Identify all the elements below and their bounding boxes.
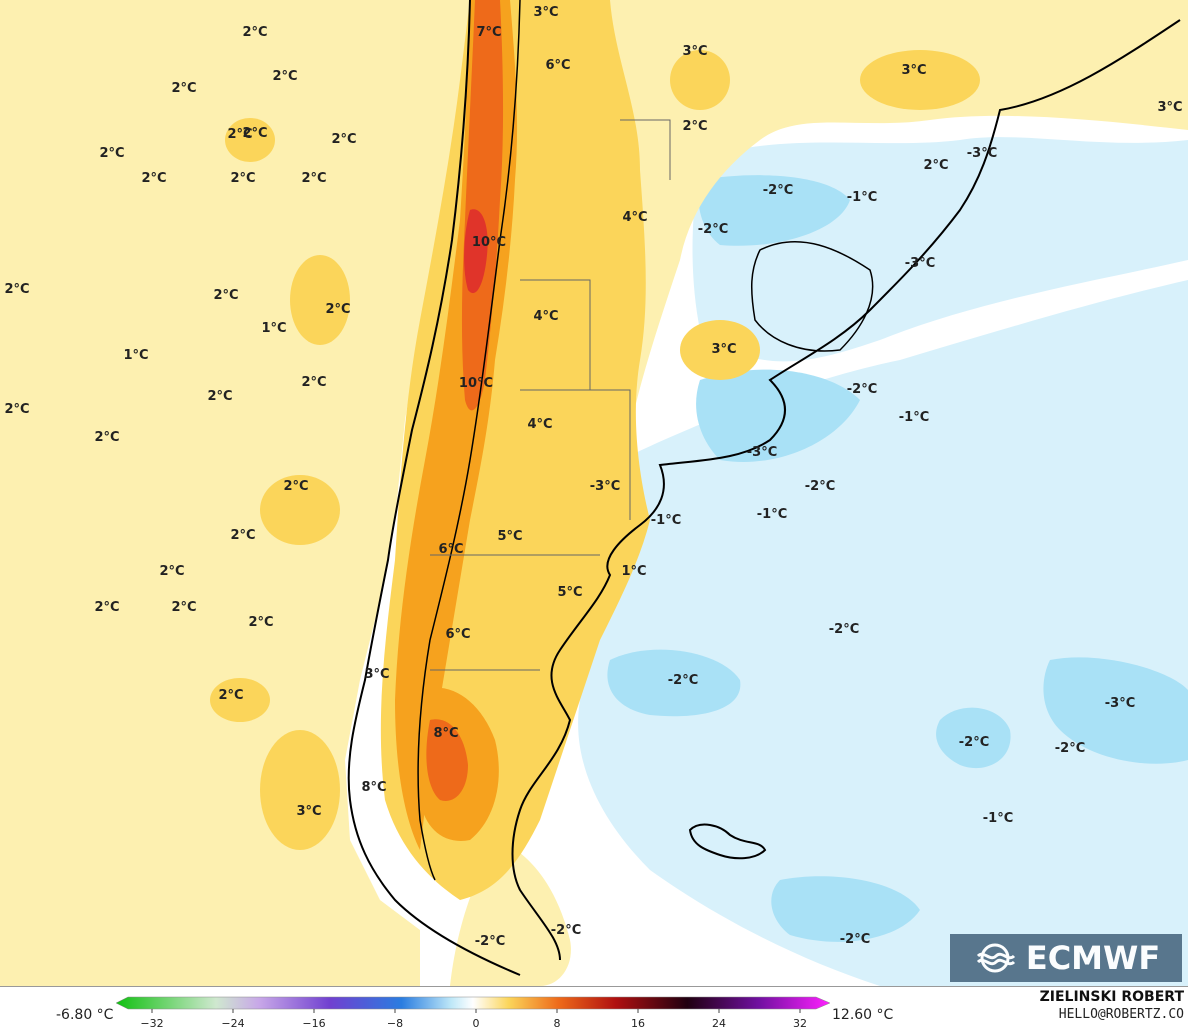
temperature-label: 2°C — [227, 127, 252, 142]
temperature-label: 2°C — [171, 600, 196, 615]
ecmwf-wave-icon — [972, 943, 1018, 973]
temperature-label: 2°C — [94, 430, 119, 445]
temperature-label: -1°C — [651, 513, 681, 528]
temperature-label: 2°C — [272, 69, 297, 84]
legend-tick-label: 0 — [473, 1017, 480, 1030]
temperature-label: -2°C — [551, 923, 581, 938]
legend-max-value: 12.60 °C — [832, 1007, 893, 1023]
temperature-label: -3°C — [905, 256, 935, 271]
temperature-label: 2°C — [213, 288, 238, 303]
temperature-label: 2°C — [4, 402, 29, 417]
temperature-label: -2°C — [1055, 741, 1085, 756]
ecmwf-logo-text: ECMWF — [1026, 939, 1160, 977]
temperature-label: -1°C — [899, 410, 929, 425]
temperature-label: 5°C — [557, 585, 582, 600]
ecmwf-logo: ECMWF — [950, 934, 1182, 982]
temperature-label: 2°C — [325, 302, 350, 317]
temperature-label: -2°C — [475, 934, 505, 949]
temperature-label: 8°C — [433, 726, 458, 741]
temperature-label: 2°C — [218, 688, 243, 703]
temperature-label: 2°C — [283, 479, 308, 494]
temperature-label: 2°C — [301, 375, 326, 390]
warm-blob-7 — [670, 50, 730, 110]
temperature-label: 1°C — [123, 348, 148, 363]
map-canvas: 2°C 2°C 2°C 2°C 2°C 2°C 2°C 2°C 2°C 2°C 2°C 1°C 2°C 2… — [0, 0, 1188, 986]
temperature-label: 6°C — [545, 58, 570, 73]
temperature-label: 8°C — [361, 780, 386, 795]
temperature-label: -2°C — [959, 735, 989, 750]
legend-tick-label: −32 — [140, 1017, 163, 1030]
legend-min-value: -6.80 °C — [56, 1007, 113, 1023]
temperature-label: 2°C — [99, 146, 124, 161]
color-scale: −32 −24 −16 −8 0 8 16 24 32 — [110, 987, 840, 1036]
temperature-label: 2°C — [4, 282, 29, 297]
temperature-label: 3°C — [533, 5, 558, 20]
temperature-label: -2°C — [805, 479, 835, 494]
temperature-label: 4°C — [622, 210, 647, 225]
legend-tick-label: −16 — [302, 1017, 325, 1030]
temperature-label: -2°C — [829, 622, 859, 637]
temperature-label: 3°C — [711, 342, 736, 357]
temperature-label: 10°C — [459, 376, 493, 391]
legend-tick-label: −8 — [387, 1017, 403, 1030]
temperature-label: 1°C — [621, 564, 646, 579]
temperature-label: -3°C — [967, 146, 997, 161]
temperature-label: 2°C — [682, 119, 707, 134]
temperature-label: -2°C — [698, 222, 728, 237]
temperature-label: -2°C — [763, 183, 793, 198]
temperature-label: 3°C — [682, 44, 707, 59]
warm-blob-4 — [260, 730, 340, 850]
warm-blob-6 — [860, 50, 980, 110]
temperature-label: 3°C — [1157, 100, 1182, 115]
temperature-label: 3°C — [296, 804, 321, 819]
temperature-label: 1°C — [261, 321, 286, 336]
author-credit: ZIELINSKI ROBERT — [1040, 989, 1184, 1005]
temperature-label: -3°C — [1105, 696, 1135, 711]
temperature-label: 2°C — [301, 171, 326, 186]
color-scale-ticks: −32 −24 −16 −8 0 8 16 24 32 — [140, 1009, 807, 1030]
color-scale-bar — [116, 997, 830, 1009]
legend-tick-label: 8 — [554, 1017, 561, 1030]
temperature-label: 2°C — [171, 81, 196, 96]
temperature-label: 6°C — [438, 542, 463, 557]
legend-tick-label: −24 — [221, 1017, 244, 1030]
temperature-label: -2°C — [847, 382, 877, 397]
legend-tick-label: 24 — [712, 1017, 726, 1030]
temperature-label: -1°C — [847, 190, 877, 205]
legend-tick-label: 32 — [793, 1017, 807, 1030]
temperature-label: -3°C — [747, 445, 777, 460]
temperature-label: 2°C — [242, 25, 267, 40]
temperature-label: 2°C — [248, 615, 273, 630]
temperature-label: -2°C — [668, 673, 698, 688]
temperature-label: 3°C — [364, 667, 389, 682]
temperature-label: 2°C — [230, 171, 255, 186]
temperature-label: 6°C — [445, 627, 470, 642]
temperature-label: 3°C — [901, 63, 926, 78]
warm-blob-1 — [290, 255, 350, 345]
temperature-label: 7°C — [476, 25, 501, 40]
legend-bar: -6.80 °C — [0, 986, 1188, 1036]
temperature-label: -3°C — [590, 479, 620, 494]
author-email: HELLO@ROBERTZ.CO — [1059, 1007, 1184, 1022]
temperature-label: -1°C — [983, 811, 1013, 826]
temperature-label: -2°C — [840, 932, 870, 947]
temperature-label: 5°C — [497, 529, 522, 544]
temperature-label: -1°C — [757, 507, 787, 522]
temperature-label: 2°C — [230, 528, 255, 543]
temperature-label: 4°C — [527, 417, 552, 432]
temperature-label: 2°C — [159, 564, 184, 579]
temperature-label: 2°C — [141, 171, 166, 186]
temperature-label: 2°C — [94, 600, 119, 615]
temperature-map: 2°C 2°C 2°C 2°C 2°C 2°C 2°C 2°C 2°C 2°C 2°C 1°C 2°C 2… — [0, 0, 1188, 986]
legend-tick-label: 16 — [631, 1017, 645, 1030]
temperature-label: 2°C — [923, 158, 948, 173]
temperature-label: 4°C — [533, 309, 558, 324]
temperature-label: 2°C — [207, 389, 232, 404]
temperature-label: 10°C — [472, 235, 506, 250]
temperature-label: 2°C — [331, 132, 356, 147]
